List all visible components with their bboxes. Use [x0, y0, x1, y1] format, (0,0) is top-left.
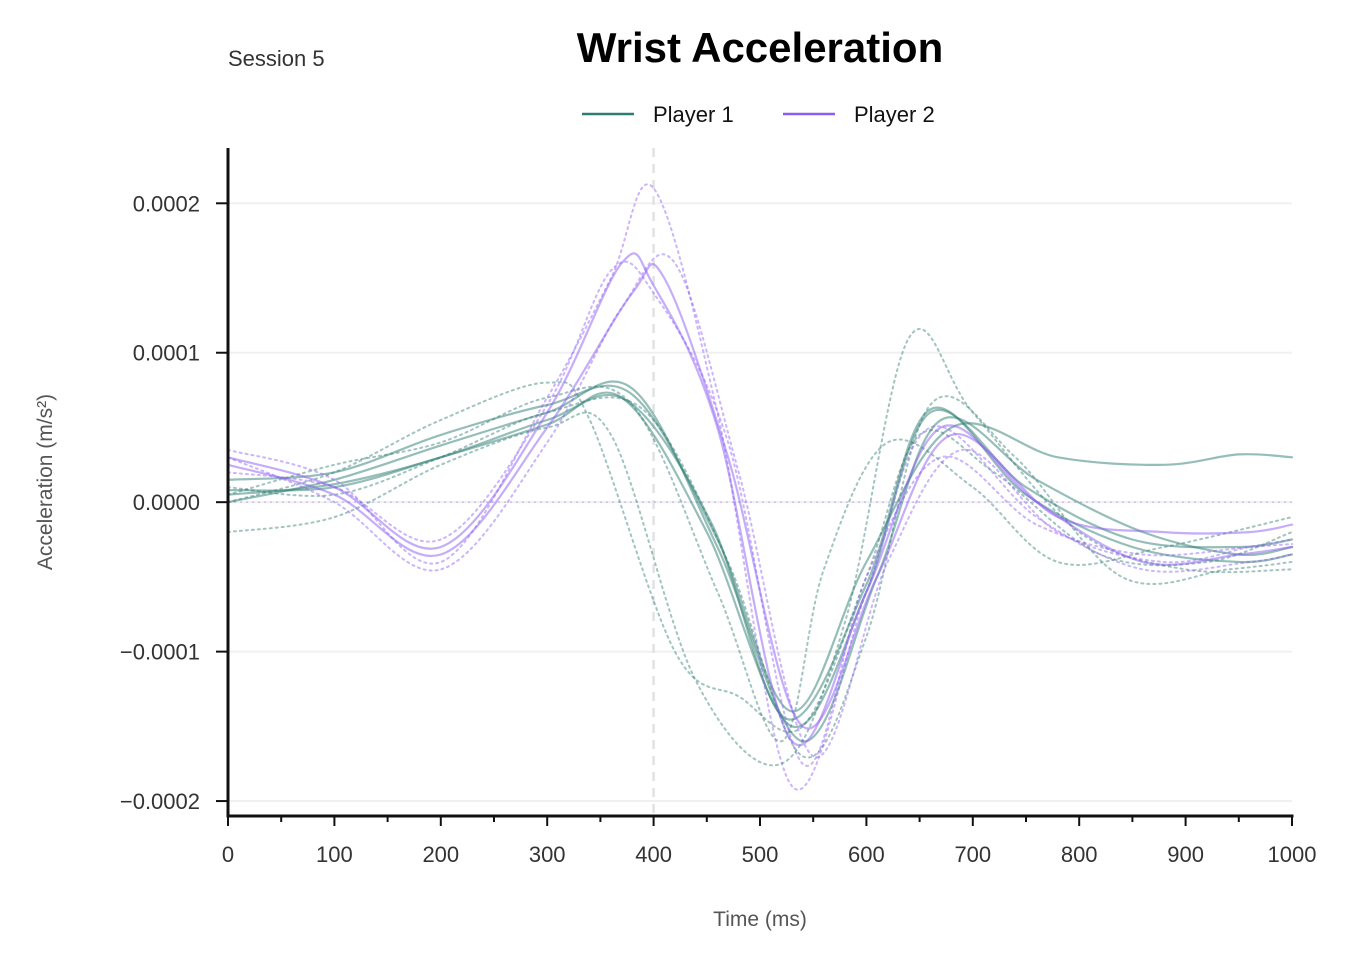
legend-label: Player 1 [653, 102, 734, 127]
series-line-player-1-4 [226, 393, 1294, 721]
x-tick-label: 800 [1061, 842, 1098, 867]
y-tick-label: 0.0001 [133, 341, 200, 366]
series-line-player-2-13 [227, 260, 1293, 767]
y-tick-label: −0.0001 [120, 640, 200, 665]
x-tick-label: 600 [848, 842, 885, 867]
x-tick-label: 1000 [1268, 842, 1317, 867]
series-line-player-1-6 [227, 328, 1293, 767]
y-tick-label: 0.0002 [133, 191, 200, 216]
y-axis-label: Acceleration (m/s²) [34, 394, 57, 570]
x-tick-label: 0 [222, 842, 234, 867]
series-line-player-2-12 [227, 253, 1293, 759]
x-tick-label: 300 [529, 842, 566, 867]
chart-subtitle: Session 5 [228, 46, 325, 71]
series-layer [226, 183, 1294, 791]
reference-line-group [228, 148, 1292, 816]
series-line-player-1-7 [227, 385, 1293, 743]
axes [226, 148, 1294, 818]
gridlines [228, 202, 1292, 803]
y-tick-label: 0.0000 [133, 490, 200, 515]
series-line-player-2-10 [226, 263, 1294, 730]
x-axis-ticks: 0 100 200 300 400 500 600 700 800 900 1000 [222, 816, 1317, 867]
series-line-player-2-9 [226, 252, 1294, 746]
legend-label: Player 2 [854, 102, 935, 127]
chart-title: Wrist Acceleration [577, 24, 943, 71]
x-tick-label: 100 [316, 842, 353, 867]
legend: Player 1 Player 2 [582, 102, 935, 127]
series-line-player-1-8 [227, 395, 1293, 759]
y-axis-ticks: 0.0002 0.0001 0.0000 −0.0001 −0.0002 [120, 191, 228, 814]
x-tick-label: 200 [422, 842, 459, 867]
x-tick-label: 900 [1167, 842, 1204, 867]
x-tick-label: 700 [954, 842, 991, 867]
series-line-player-2-11 [227, 183, 1293, 791]
x-tick-label: 400 [635, 842, 672, 867]
series-line-player-1-5 [227, 381, 1293, 734]
x-tick-label: 500 [742, 842, 779, 867]
series-line-player-1-3 [226, 384, 1294, 713]
y-tick-label: −0.0002 [120, 789, 200, 814]
series-line-player-1-2 [226, 380, 1294, 743]
x-axis-label: Time (ms) [713, 908, 807, 931]
